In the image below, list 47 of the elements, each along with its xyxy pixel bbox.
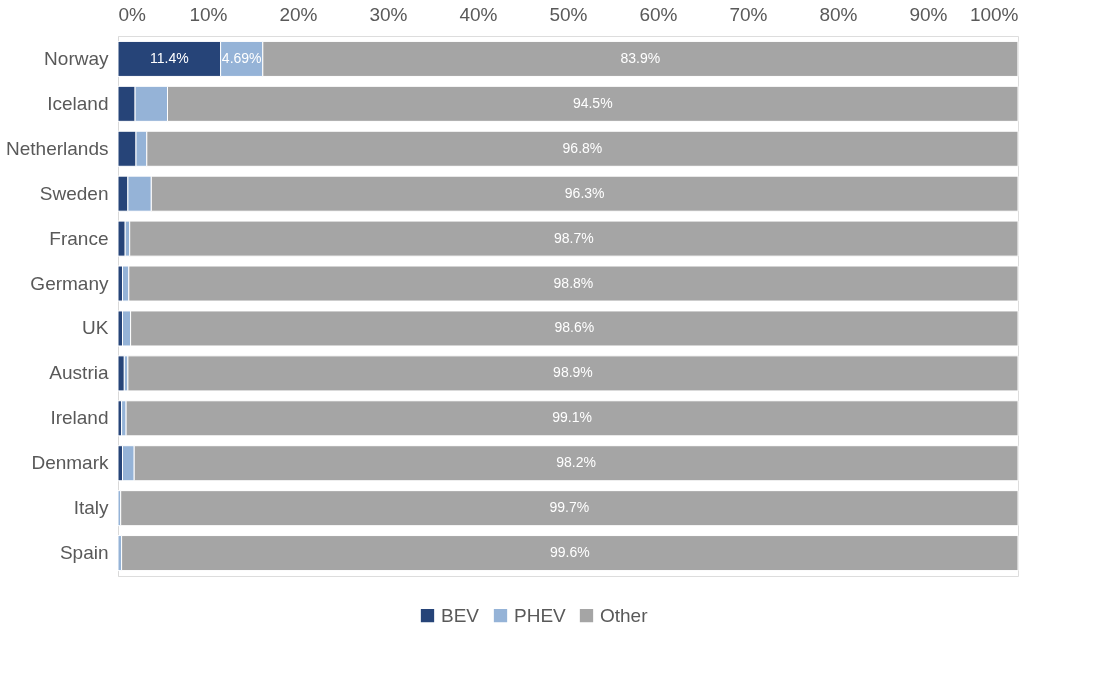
x-tick-label: 60% <box>639 3 678 25</box>
y-tick-label: Austria <box>49 362 109 384</box>
y-tick-label: France <box>49 227 109 249</box>
data-label: 99.7% <box>549 499 590 516</box>
data-label: 96.8% <box>562 139 603 156</box>
legend-label: PHEV <box>514 604 567 626</box>
y-tick-label: Iceland <box>47 92 109 114</box>
y-tick-label: Ireland <box>50 407 109 429</box>
y-tick-label: Netherlands <box>6 137 109 159</box>
bar <box>125 400 1019 437</box>
x-tick-label: 20% <box>279 3 318 25</box>
data-label: 99.1% <box>552 409 592 426</box>
bar <box>120 490 1019 527</box>
bar <box>117 355 125 392</box>
data-label: 98.8% <box>553 274 594 291</box>
x-tick-label: 0% <box>118 3 147 25</box>
bar <box>121 535 1019 572</box>
x-tick-label: 50% <box>549 3 588 25</box>
data-label: 99.6% <box>549 544 590 561</box>
data-label: 83.9% <box>620 49 661 66</box>
legend-label: BEV <box>441 604 480 626</box>
x-tick-label: 30% <box>369 3 408 25</box>
x-tick-label: 80% <box>819 3 858 25</box>
x-tick-label: 90% <box>909 3 948 25</box>
data-label: 98.7% <box>554 229 594 246</box>
legend-label: Other <box>600 604 649 626</box>
data-label: 94.5% <box>572 94 613 111</box>
y-tick-label: Germany <box>30 272 109 294</box>
y-tick-label: Italy <box>73 497 109 519</box>
data-label: 4.69% <box>221 49 262 66</box>
data-label: 98.2% <box>556 454 596 471</box>
x-tick-label: 70% <box>729 3 768 25</box>
bar <box>117 220 126 257</box>
data-label: 96.3% <box>564 184 605 201</box>
x-tick-label: 100% <box>969 3 1019 25</box>
data-label: 11.4% <box>149 49 189 66</box>
data-label: 98.9% <box>553 364 593 381</box>
y-tick-label: Denmark <box>31 452 109 474</box>
data-label: 98.6% <box>554 319 595 336</box>
y-tick-label: Norway <box>44 47 109 69</box>
x-tick-label: 10% <box>189 3 228 25</box>
x-tick-label: 40% <box>459 3 498 25</box>
bar <box>129 220 1019 257</box>
y-tick-label: UK <box>82 317 109 339</box>
y-tick-label: Sweden <box>39 182 109 204</box>
y-tick-label: Spain <box>59 542 109 564</box>
bar <box>127 355 1019 392</box>
